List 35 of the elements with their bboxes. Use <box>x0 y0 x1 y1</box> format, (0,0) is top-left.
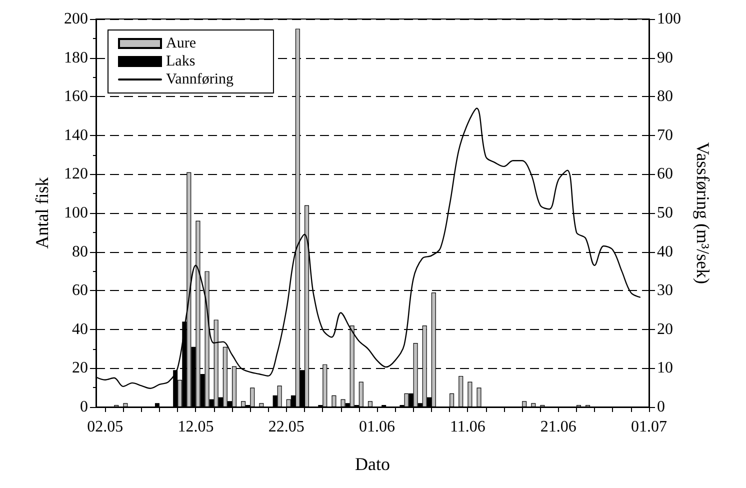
y2-tick-label: 0 <box>657 398 665 416</box>
x-axis-title: Dato <box>355 454 390 474</box>
y2-tick-label: 70 <box>657 126 673 144</box>
x-tick-label: 21.06 <box>540 418 576 436</box>
x-tick-label: 02.05 <box>87 418 124 436</box>
y2-tick-label: 20 <box>657 320 673 338</box>
x-tick-label: 22.05 <box>268 418 304 436</box>
x-tick-label: 12.05 <box>178 418 214 436</box>
y-tick-label: 180 <box>64 49 88 66</box>
legend-label: Aure <box>166 36 196 52</box>
x-tick-label: 11.06 <box>450 418 486 436</box>
x-tick-label: 01.06 <box>359 418 396 436</box>
y-tick-label: 200 <box>64 10 88 28</box>
y-tick-label: 140 <box>64 126 88 144</box>
legend-label: Laks <box>166 54 196 70</box>
y2-axis-title: Vassføring (m³/sek) <box>693 142 713 284</box>
y2-tick-label: 30 <box>657 282 673 300</box>
y2-tick-label: 60 <box>657 166 673 183</box>
y-tick-label: 120 <box>64 166 88 183</box>
legend-label: Vannføring <box>166 72 234 88</box>
y2-tick-label: 90 <box>657 49 673 66</box>
y2-tick-label: 50 <box>657 204 673 222</box>
x-tick-label: 01.07 <box>631 418 667 436</box>
y-tick-label: 20 <box>72 360 88 377</box>
y2-tick-label: 40 <box>657 243 673 260</box>
y-axis-title: Antal fisk <box>32 177 52 249</box>
y-tick-label: 160 <box>64 88 88 106</box>
y-tick-label: 60 <box>72 282 88 300</box>
y2-tick-label: 100 <box>657 10 681 28</box>
y-tick-label: 80 <box>72 243 88 260</box>
y-tick-label: 0 <box>80 398 88 416</box>
y-tick-label: 100 <box>64 204 88 222</box>
y2-tick-label: 10 <box>657 360 673 377</box>
y-tick-label: 40 <box>72 320 88 338</box>
y2-tick-label: 80 <box>657 88 673 106</box>
